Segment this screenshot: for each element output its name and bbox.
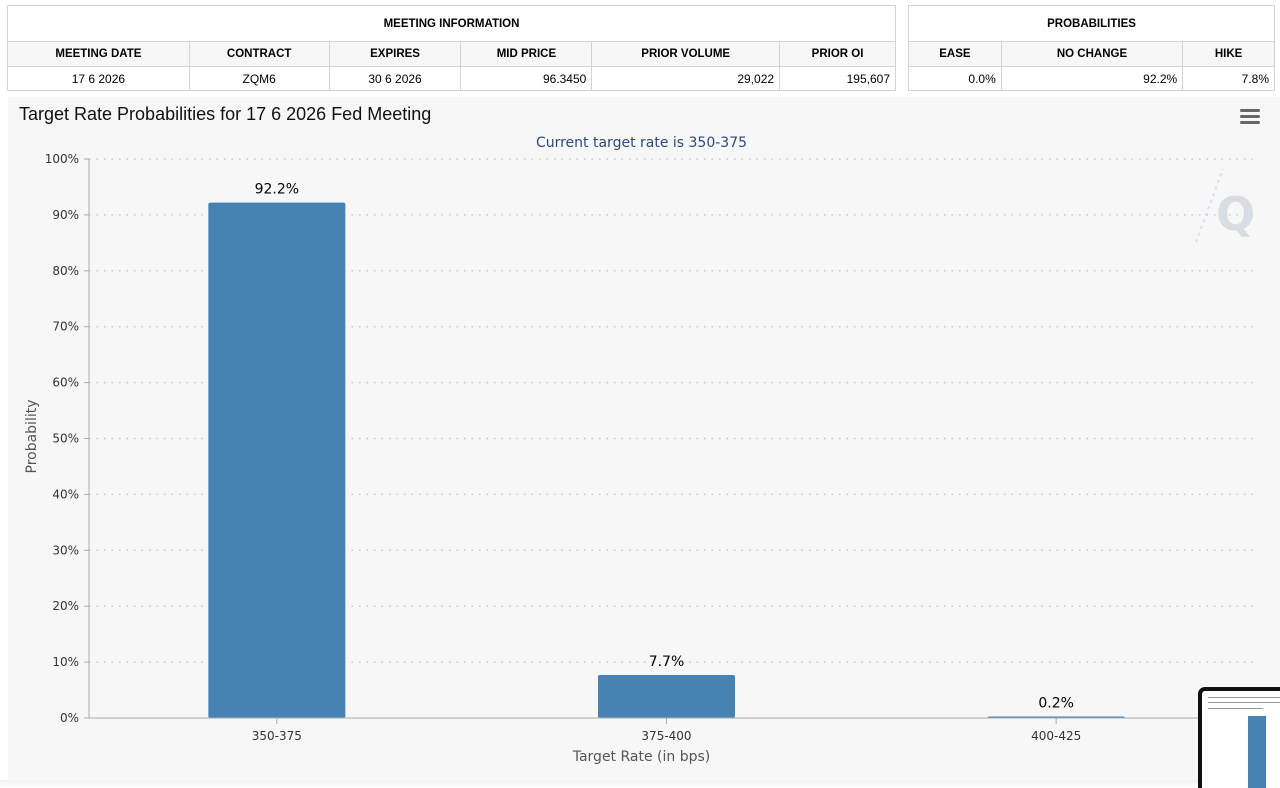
data-label: 0.2% [1038,696,1074,712]
col-meeting-date: MEETING DATE [7,41,190,67]
cell-no-change: 92.2% [1000,66,1184,91]
y-tick-label: 80% [52,264,79,278]
col-hike: HIKE [1182,41,1275,67]
bar-375-400[interactable] [598,674,735,718]
svg-text:Q: Q [1216,187,1255,241]
col-expires: EXPIRES [328,41,462,67]
bar-chart: Q 0% 10% 20% 30% 40% 50% 60% 70% 80% 90% 100% 92.2… [24,135,1258,765]
cell-expires: 30 6 2026 [328,66,462,91]
col-no-change: NO CHANGE [1000,41,1184,67]
cell-ease: 0.0% [908,66,1002,91]
probabilities-header: PROBABILITIES [908,5,1275,42]
screenshot-thumbnail[interactable] [1198,687,1280,788]
y-tick-label: 20% [52,599,79,613]
y-axis-ticks: 0% 10% 20% 30% 40% 50% 60% 70% 80% 90% 100% [45,152,89,725]
meeting-information-header: MEETING INFORMATION [7,5,896,42]
cell-hike: 7.8% [1182,66,1275,91]
col-prior-oi: PRIOR OI [779,41,896,67]
y-tick-label: 40% [52,487,79,501]
chart-subtitle: Current target rate is 350-375 [536,135,747,151]
chart-panel: Q 0% 10% 20% 30% 40% 50% 60% 70% 80% 90% 100% 92.2… [8,97,1280,780]
data-label: 7.7% [649,654,685,670]
y-tick-label: 10% [52,655,79,669]
col-prior-volume: PRIOR VOLUME [591,41,781,67]
x-tick-label: 400-425 [1031,729,1081,743]
cell-prior-volume: 29,022 [591,66,781,91]
probabilities-table: PROBABILITIES EASE NO CHANGE HIKE 0.0% 9… [908,5,1275,91]
hamburger-menu-icon[interactable] [1240,109,1260,125]
cell-mid-price: 96.3450 [460,66,593,91]
y-tick-label: 70% [52,320,79,334]
y-axis-title: Probability [24,399,40,473]
y-tick-label: 0% [60,711,79,725]
col-ease: EASE [908,41,1002,67]
data-label: 92.2% [255,182,299,198]
bar-350-375[interactable] [208,202,346,718]
cell-meeting-date: 17 6 2026 [7,66,190,91]
bottom-edge [0,780,1280,788]
col-contract: CONTRACT [188,41,330,67]
bars [208,202,1125,718]
x-axis-title: Target Rate (in bps) [572,749,711,765]
q-logo-icon: Q [1195,168,1255,243]
meeting-information-table: MEETING INFORMATION MEETING DATE CONTRAC… [7,5,896,91]
y-tick-label: 100% [45,152,79,166]
y-tick-label: 90% [52,208,79,222]
cell-contract: ZQM6 [188,66,330,91]
y-tick-label: 60% [52,376,79,390]
cell-prior-oi: 195,607 [779,66,896,91]
y-tick-label: 50% [52,432,79,446]
chart-title: Target Rate Probabilities for 17 6 2026 … [19,104,432,124]
x-tick-label: 375-400 [641,729,691,743]
x-tick-label: 350-375 [252,729,302,743]
y-tick-label: 30% [52,543,79,557]
x-axis-ticks: 350-375 375-400 400-425 [252,718,1081,743]
col-mid-price: MID PRICE [460,41,593,67]
data-labels: 92.2% 7.7% 0.2% [255,182,1074,712]
